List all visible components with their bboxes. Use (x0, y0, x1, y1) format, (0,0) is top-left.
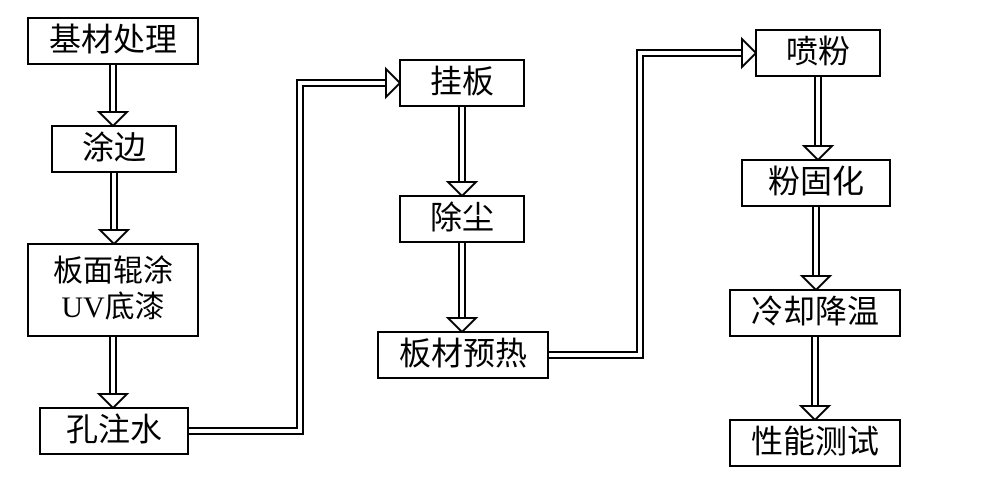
flow-node-label: 板面辊涂 (53, 255, 173, 288)
flow-node: 涂边 (52, 126, 176, 172)
flowchart-canvas: 基材处理涂边板面辊涂UV底漆孔注水 挂板除尘板材预热 喷粉粉固化冷却降温性能测试 (0, 0, 1000, 502)
flow-node: 挂板 (400, 60, 524, 106)
flow-node: 板面辊涂UV底漆 (28, 244, 198, 336)
flow-node-label: 喷粉 (786, 33, 850, 69)
flow-node: 冷却降温 (730, 290, 900, 336)
flow-node: 基材处理 (28, 18, 198, 64)
flow-node: 粉固化 (742, 160, 890, 206)
flow-node-label: 挂板 (430, 63, 494, 99)
flow-node-label: 板材预热 (399, 335, 527, 371)
flow-node-label: 孔注水 (66, 411, 162, 447)
flow-node: 除尘 (400, 196, 524, 242)
flow-node-label: 性能测试 (751, 423, 879, 459)
flow-node: 性能测试 (730, 420, 900, 466)
flow-node-label: UV底漆 (61, 291, 164, 324)
flow-node: 喷粉 (756, 30, 880, 76)
flow-node-label: 除尘 (430, 199, 494, 235)
flow-node-label: 基材处理 (49, 21, 177, 57)
flow-node: 板材预热 (378, 332, 548, 378)
flow-node: 孔注水 (40, 408, 188, 454)
flow-node-label: 冷却降温 (751, 293, 879, 329)
flow-node-label: 粉固化 (768, 163, 864, 199)
flow-node-label: 涂边 (82, 129, 146, 165)
